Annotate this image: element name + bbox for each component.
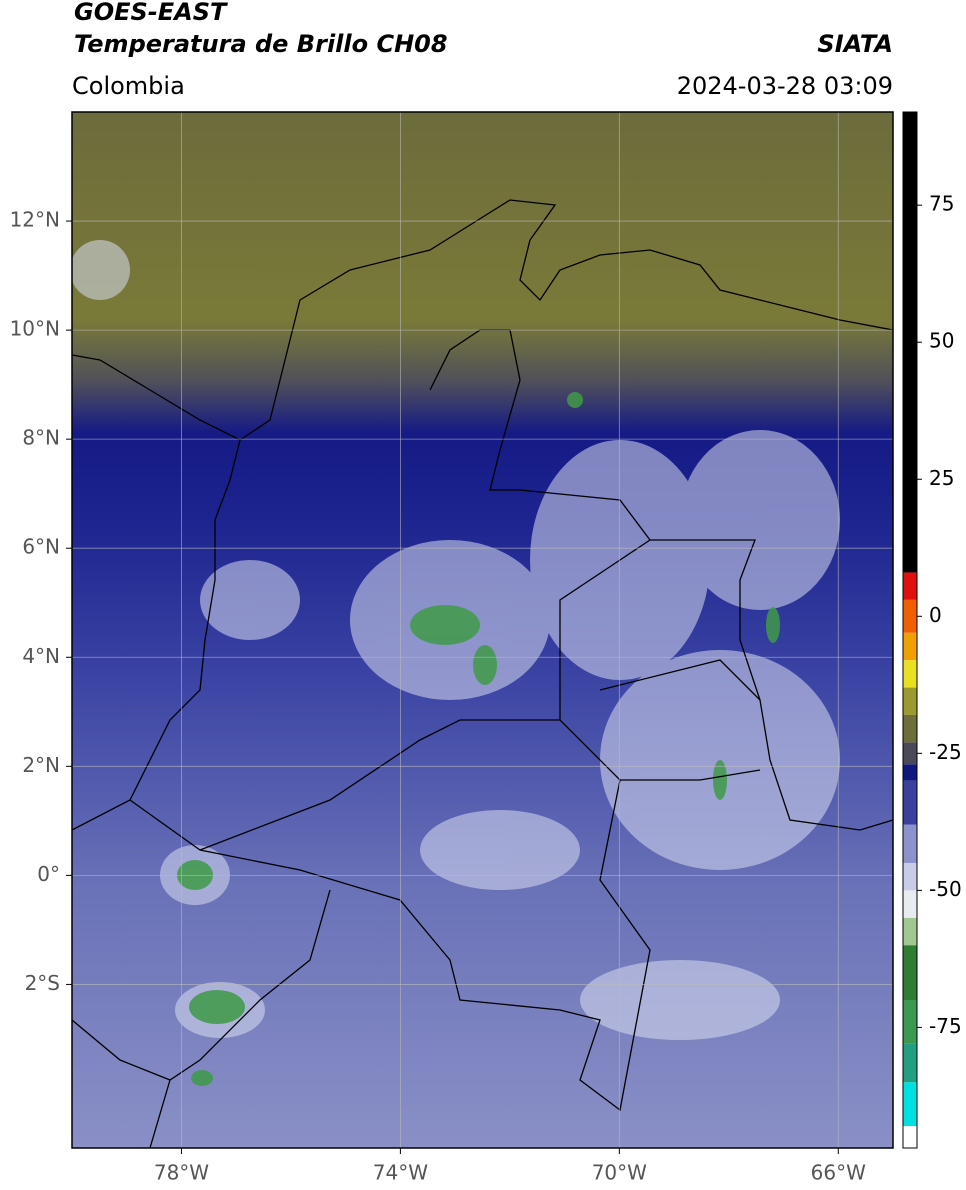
y-tick-label: 6°N (22, 535, 60, 559)
colorbar-tick-label: -75 (929, 1014, 962, 1038)
coastline (72, 439, 241, 831)
coastline (72, 889, 331, 1148)
y-tick-label: 12°N (10, 208, 60, 232)
colorbar-tick-label: 50 (929, 329, 954, 353)
datetime: 2024-03-28 03:09 (677, 72, 893, 100)
x-tick-label: 70°W (592, 1161, 647, 1185)
x-tick-label: 78°W (154, 1161, 209, 1185)
colorbar-tick-label: 25 (929, 466, 954, 490)
y-tick-label: 2°S (25, 971, 60, 995)
colorbar-segment (903, 824, 917, 863)
colorbar-segment (903, 660, 917, 688)
border (559, 539, 761, 781)
clouds (72, 240, 840, 1040)
colorbar-segment (903, 862, 917, 891)
colorbar-segment (903, 112, 917, 573)
colorbar-segment (903, 599, 917, 633)
colorbar-tick-label: -50 (929, 877, 962, 901)
colorbar-segment (903, 780, 917, 825)
colorbar-segment (903, 917, 917, 946)
colorbar-segment (903, 890, 917, 918)
title: GOES-EAST (74, 0, 228, 26)
colorbar-segment (903, 687, 917, 715)
colorbar-segment (903, 1126, 917, 1148)
source: SIATA (817, 30, 893, 58)
colorbar-segment (903, 742, 917, 765)
colorbar-segment (903, 764, 917, 781)
colorbar-segment (903, 572, 917, 600)
map-image (72, 112, 893, 1148)
map-frame (71, 111, 894, 1149)
y-tick-label: 8°N (22, 426, 60, 450)
y-tick-label: 10°N (10, 317, 60, 341)
subtitle: Temperatura de Brillo CH08 (74, 30, 448, 58)
cold-tops (177, 392, 780, 1086)
y-tick-label: 0° (37, 862, 60, 886)
region: Colombia (72, 72, 185, 100)
colorbar-segment (903, 1082, 917, 1127)
colorbar-segment (903, 945, 917, 1000)
colorbar-segment (903, 632, 917, 661)
x-tick-label: 74°W (373, 1161, 428, 1185)
y-tick-label: 2°N (22, 753, 60, 777)
y-tick-label: 4°N (22, 644, 60, 668)
colorbar-tick-label: 75 (929, 192, 954, 216)
colorbar-segment (903, 1043, 917, 1083)
colorbar-segment (903, 714, 917, 743)
colorbar-tick-label: -25 (929, 740, 962, 764)
colorbar-tick-label: 0 (929, 603, 942, 627)
colorbar-segment (903, 1000, 917, 1044)
x-tick-label: 66°W (811, 1161, 866, 1185)
colorbar-frame (902, 111, 918, 1149)
border (129, 719, 651, 1112)
